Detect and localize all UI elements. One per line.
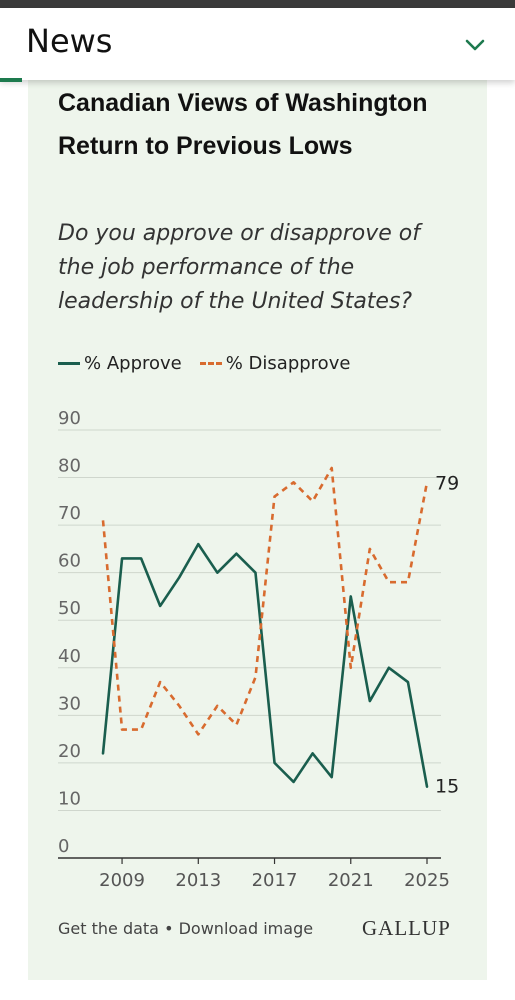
legend-item-disapprove: % Disapprove xyxy=(199,352,351,374)
legend-swatch-approve xyxy=(58,361,80,365)
series-line-approve xyxy=(101,542,429,788)
header-accent-bar xyxy=(0,78,22,82)
y-tick-label-60: 60 xyxy=(58,551,81,572)
chart-card xyxy=(28,80,487,980)
chart-title: Canadian Views of Washington Return to P… xyxy=(58,89,428,160)
y-tick-label-40: 40 xyxy=(58,646,81,667)
y-tick-label-30: 30 xyxy=(58,693,81,714)
chart-footer: Get the data • Download image xyxy=(58,919,313,938)
x-tick-label-2021: 2021 xyxy=(328,870,374,891)
legend-label-disapprove: % Disapprove xyxy=(225,352,351,374)
chart-legend: % Approve % Disapprove xyxy=(58,351,368,375)
x-tick-label-2009: 2009 xyxy=(99,870,145,891)
get-data-link[interactable]: Get the data xyxy=(58,919,159,938)
chart-subtitle: Do you approve or disapprove of the job … xyxy=(58,221,420,314)
x-tick-label-2017: 2017 xyxy=(252,870,298,891)
end-label-disapprove: 79 xyxy=(435,472,459,494)
footer-separator: • xyxy=(164,919,174,938)
header-title: News xyxy=(26,22,113,60)
y-tick-label-70: 70 xyxy=(58,503,81,524)
series-line-disapprove xyxy=(101,466,429,736)
y-tick-label-20: 20 xyxy=(58,741,81,762)
end-label-approve: 15 xyxy=(435,776,459,798)
legend-label-approve: % Approve xyxy=(84,352,182,374)
legend-item-approve: % Approve xyxy=(58,353,182,374)
y-tick-label-10: 10 xyxy=(58,788,81,809)
chevron-down-icon[interactable] xyxy=(462,32,488,58)
x-tick-label-2013: 2013 xyxy=(175,870,221,891)
legend-swatch-disapprove xyxy=(199,361,222,365)
gallup-logo: GALLUP xyxy=(362,916,451,940)
y-tick-label-50: 50 xyxy=(58,598,81,619)
y-tick-label-80: 80 xyxy=(58,456,81,477)
y-tick-label-0: 0 xyxy=(58,836,69,857)
download-image-link[interactable]: Download image xyxy=(178,919,314,938)
app-header: News xyxy=(0,8,515,80)
y-tick-label-90: 90 xyxy=(58,408,81,429)
status-bar xyxy=(0,0,515,8)
x-tick-label-2025: 2025 xyxy=(404,870,450,891)
